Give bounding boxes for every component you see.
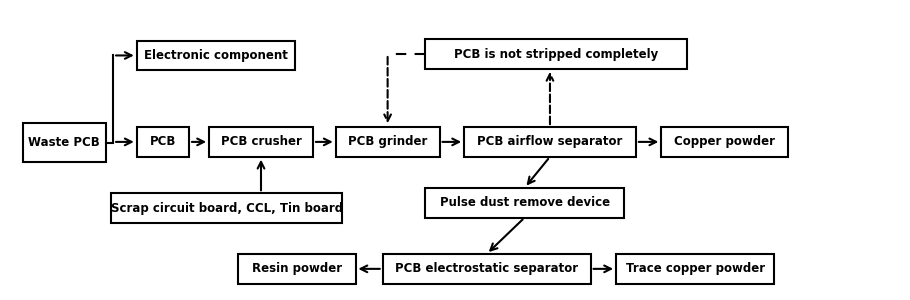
Text: Electronic component: Electronic component: [144, 49, 288, 62]
FancyBboxPatch shape: [238, 254, 356, 284]
Text: Pulse dust remove device: Pulse dust remove device: [440, 196, 610, 209]
FancyBboxPatch shape: [336, 127, 440, 157]
FancyBboxPatch shape: [23, 123, 106, 162]
Text: PCB is not stripped completely: PCB is not stripped completely: [454, 48, 659, 61]
Text: Scrap circuit board, CCL, Tin board: Scrap circuit board, CCL, Tin board: [111, 202, 343, 214]
FancyBboxPatch shape: [136, 40, 295, 70]
FancyBboxPatch shape: [209, 127, 313, 157]
Text: Waste PCB: Waste PCB: [28, 136, 100, 149]
FancyBboxPatch shape: [111, 193, 342, 223]
FancyBboxPatch shape: [464, 127, 636, 157]
Text: PCB crusher: PCB crusher: [220, 135, 301, 148]
Text: Trace copper powder: Trace copper powder: [625, 262, 764, 275]
FancyBboxPatch shape: [425, 188, 624, 218]
FancyBboxPatch shape: [136, 127, 189, 157]
Text: PCB airflow separator: PCB airflow separator: [477, 135, 622, 148]
Text: Copper powder: Copper powder: [674, 135, 775, 148]
Text: PCB grinder: PCB grinder: [348, 135, 428, 148]
FancyBboxPatch shape: [662, 127, 788, 157]
Text: Resin powder: Resin powder: [252, 262, 342, 275]
Text: PCB electrostatic separator: PCB electrostatic separator: [395, 262, 578, 275]
FancyBboxPatch shape: [616, 254, 774, 284]
Text: PCB: PCB: [149, 135, 176, 148]
FancyBboxPatch shape: [425, 39, 687, 69]
FancyBboxPatch shape: [382, 254, 591, 284]
